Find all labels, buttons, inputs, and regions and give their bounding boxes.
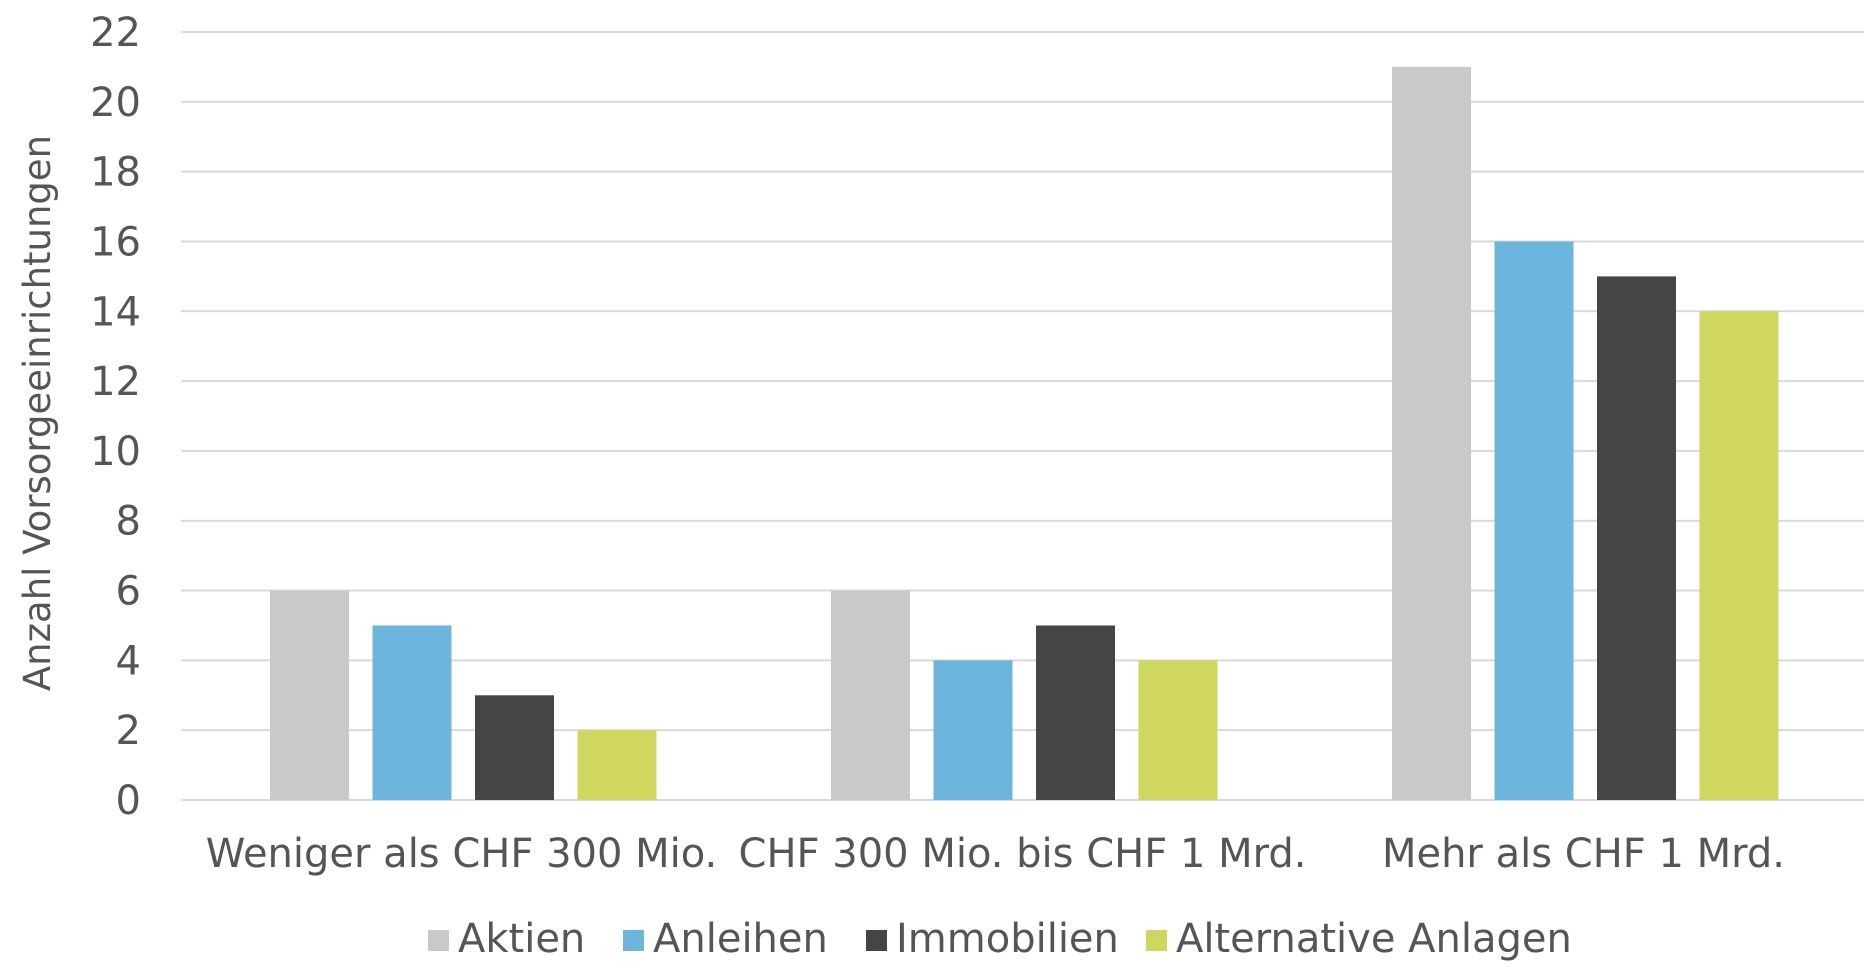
bar-alternative-anlagen: [577, 730, 657, 800]
x-category-label: CHF 300 Mio. bis CHF 1 Mrd.: [739, 831, 1307, 877]
legend-swatch: [623, 930, 644, 951]
legend-label: Aktien: [458, 916, 585, 962]
x-axis-category-labels: Weniger als CHF 300 Mio. CHF 300 Mio. bis…: [206, 831, 1785, 877]
y-tick-label: 14: [90, 289, 141, 335]
y-tick-label: 22: [90, 10, 141, 56]
bar-immobilien: [475, 695, 554, 800]
bars: [270, 66, 1779, 801]
legend-swatch: [1146, 930, 1167, 951]
bar-aktien: [831, 590, 910, 800]
bar-anleihen: [933, 660, 1013, 800]
y-tick-label: 16: [90, 219, 141, 265]
y-axis-title: Anzahl Vorsorgeeinrichtungen: [16, 135, 59, 691]
legend-label: Anleihen: [653, 916, 828, 962]
y-tick-label: 2: [116, 708, 141, 754]
bar-anleihen: [1494, 241, 1574, 801]
bar-aktien: [270, 590, 349, 800]
legend: Aktien Anleihen Immobilien Alternative Anla…: [428, 916, 1572, 962]
y-tick-label: 6: [116, 569, 141, 615]
y-tick-label: 10: [90, 429, 141, 475]
y-tick-label: 8: [116, 499, 141, 545]
bar-immobilien: [1036, 625, 1115, 800]
bar-alternative-anlagen: [1138, 660, 1218, 800]
y-axis-tick-labels: 0 2 4 6 8 10 12 14 16 18 20 22: [90, 10, 141, 824]
bar-alternative-anlagen: [1699, 311, 1779, 800]
x-category-label: Weniger als CHF 300 Mio.: [206, 831, 718, 877]
legend-label: Alternative Anlagen: [1176, 916, 1572, 962]
legend-swatch: [428, 930, 449, 951]
y-tick-label: 12: [90, 359, 141, 405]
legend-label: Immobilien: [896, 916, 1119, 962]
bar-aktien: [1392, 66, 1471, 801]
y-tick-label: 0: [116, 778, 141, 824]
y-tick-label: 4: [116, 638, 141, 684]
bar-immobilien: [1597, 276, 1676, 800]
y-tick-label: 18: [90, 150, 141, 196]
gridlines: [181, 31, 1864, 801]
legend-swatch: [866, 930, 887, 951]
x-category-label: Mehr als CHF 1 Mrd.: [1382, 831, 1785, 877]
y-tick-label: 20: [90, 80, 141, 126]
bar-anleihen: [372, 625, 452, 800]
